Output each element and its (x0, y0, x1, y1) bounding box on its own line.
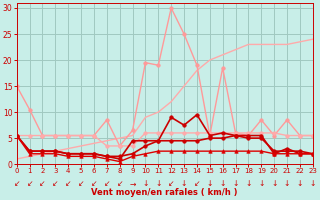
Text: ↓: ↓ (181, 179, 187, 188)
X-axis label: Vent moyen/en rafales ( km/h ): Vent moyen/en rafales ( km/h ) (92, 188, 238, 197)
Text: ↙: ↙ (52, 179, 59, 188)
Text: ↙: ↙ (13, 179, 20, 188)
Text: ↙: ↙ (65, 179, 71, 188)
Text: ↙: ↙ (168, 179, 174, 188)
Text: ↙: ↙ (91, 179, 97, 188)
Text: ↙: ↙ (26, 179, 33, 188)
Text: ↓: ↓ (220, 179, 226, 188)
Text: ↓: ↓ (309, 179, 316, 188)
Text: ↙: ↙ (78, 179, 84, 188)
Text: ↓: ↓ (284, 179, 290, 188)
Text: ↓: ↓ (297, 179, 303, 188)
Text: →: → (129, 179, 136, 188)
Text: ↙: ↙ (194, 179, 200, 188)
Text: ↓: ↓ (207, 179, 213, 188)
Text: ↓: ↓ (258, 179, 264, 188)
Text: ↓: ↓ (142, 179, 148, 188)
Text: ↙: ↙ (104, 179, 110, 188)
Text: ↓: ↓ (245, 179, 252, 188)
Text: ↓: ↓ (155, 179, 162, 188)
Text: ↓: ↓ (271, 179, 277, 188)
Text: ↙: ↙ (39, 179, 46, 188)
Text: ↓: ↓ (232, 179, 239, 188)
Text: ↙: ↙ (116, 179, 123, 188)
